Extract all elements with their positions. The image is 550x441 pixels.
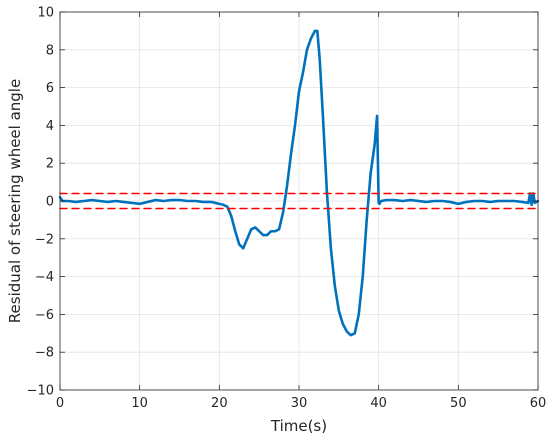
x-tick-label: 0 xyxy=(56,396,64,411)
x-tick-label: 30 xyxy=(291,396,308,411)
residual-line xyxy=(58,29,540,337)
x-tick-label: 10 xyxy=(131,396,148,411)
y-tick-label: −4 xyxy=(35,270,54,285)
y-tick-label: 0 xyxy=(46,195,54,210)
y-tick-label: −10 xyxy=(27,384,54,399)
y-tick-label: 2 xyxy=(46,157,54,172)
y-tick-label: 8 xyxy=(46,43,54,58)
x-tick-label: 60 xyxy=(530,396,547,411)
x-axis-ticks: 0 10 20 30 40 50 60 xyxy=(56,12,546,411)
x-tick-label: 20 xyxy=(211,396,228,411)
y-tick-label: 10 xyxy=(37,6,54,21)
y-tick-label: −6 xyxy=(35,308,54,323)
x-axis-label: Time(s) xyxy=(270,417,327,435)
x-tick-label: 50 xyxy=(450,396,467,411)
series-layer xyxy=(58,29,540,337)
x-tick-label: 40 xyxy=(370,396,387,411)
y-axis-label: Residual of steering wheel angle xyxy=(6,79,24,323)
y-tick-label: 4 xyxy=(46,119,54,134)
y-tick-label: 6 xyxy=(46,81,54,96)
y-tick-label: −8 xyxy=(35,346,54,361)
y-tick-label: −2 xyxy=(35,232,54,247)
y-axis-ticks: −10 −8 −6 −4 −2 0 2 4 6 8 10 xyxy=(27,6,538,399)
